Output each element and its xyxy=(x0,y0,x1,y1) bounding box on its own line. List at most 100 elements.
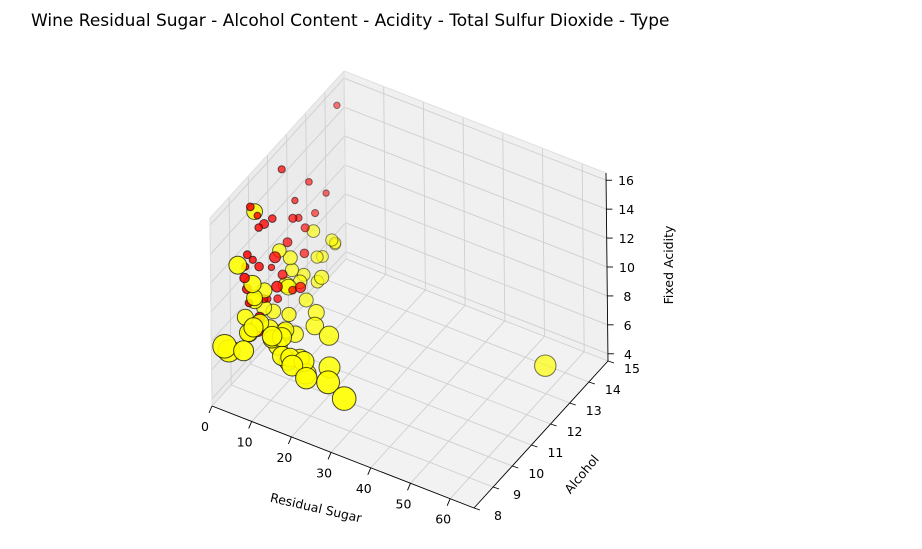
x-tick-label: 10 xyxy=(237,434,253,449)
data-point-red xyxy=(288,213,298,223)
data-point-red xyxy=(269,251,281,264)
y-tick-label: 10 xyxy=(528,466,544,481)
y-tick-label: 8 xyxy=(494,508,502,523)
data-point-yellow xyxy=(318,325,340,346)
y-tick-mark xyxy=(607,360,615,364)
data-point-red xyxy=(305,178,313,186)
y-tick-label: 15 xyxy=(624,361,640,376)
data-point-red xyxy=(254,261,264,272)
y-axis-line xyxy=(473,360,609,509)
x-grid-floor xyxy=(449,351,585,500)
data-point-red xyxy=(254,223,264,232)
z-tick-label: 8 xyxy=(623,289,631,304)
y-tick-mark xyxy=(473,507,481,511)
data-point-red xyxy=(277,165,286,174)
data-point-yellow xyxy=(282,250,298,266)
x-tick-mark xyxy=(327,452,332,460)
axis-lines xyxy=(208,70,615,511)
y-tick-mark xyxy=(569,402,576,406)
y-tick-mark xyxy=(493,486,500,490)
data-point-red xyxy=(294,281,307,294)
y-tick-label: 9 xyxy=(513,487,521,502)
data-point-red xyxy=(291,196,299,205)
x-tick-mark xyxy=(208,405,213,414)
y-tick-mark xyxy=(588,381,595,385)
data-point-red xyxy=(282,237,293,248)
pane-edge xyxy=(343,70,607,174)
pane-edge xyxy=(343,70,347,260)
z-grid-left xyxy=(210,106,345,255)
data-point-yellow xyxy=(261,325,283,347)
z-grid-back xyxy=(344,135,607,239)
data-point-red xyxy=(245,202,255,212)
z-grid-back xyxy=(344,164,608,268)
y-tick-label: 13 xyxy=(586,403,602,418)
x-axis-label: Residual Sugar xyxy=(269,490,364,526)
z-tick-label: 4 xyxy=(624,347,632,362)
data-point-yellow xyxy=(281,306,297,323)
data-point-yellow xyxy=(295,367,318,390)
y-tick-mark xyxy=(550,423,557,427)
x-tick-label: 50 xyxy=(396,496,412,511)
x-grid-floor xyxy=(291,289,426,438)
x-tick-label: 0 xyxy=(201,419,209,434)
data-point-red xyxy=(322,189,330,197)
x-grid-floor xyxy=(330,305,466,453)
chart-title: Wine Residual Sugar - Alcohol Content - … xyxy=(31,11,670,31)
data-point-yellow xyxy=(314,269,330,285)
z-grid-left xyxy=(209,77,345,226)
z-grid-back xyxy=(344,106,607,210)
data-point-red xyxy=(267,263,276,272)
z-tick-label: 14 xyxy=(618,202,634,217)
y-grid-floor xyxy=(307,300,570,404)
x-axis-line xyxy=(211,405,475,509)
y-grid-floor xyxy=(250,363,513,467)
z-grid-left xyxy=(210,164,346,313)
z-grid-left xyxy=(210,193,346,342)
data-point-red xyxy=(311,209,320,218)
y-axis-label: Alcohol xyxy=(561,452,602,497)
x-tick-mark xyxy=(287,436,292,445)
data-point-red xyxy=(253,211,262,220)
x-tick-label: 30 xyxy=(316,465,332,480)
data-point-yellow xyxy=(212,334,237,359)
data-point-red xyxy=(299,248,310,259)
z-tick-label: 6 xyxy=(624,318,632,333)
z-tick-label: 16 xyxy=(618,173,634,188)
x-tick-label: 40 xyxy=(356,481,372,496)
pane-edge xyxy=(209,70,345,219)
y-tick-mark xyxy=(531,444,538,448)
data-point-red xyxy=(300,223,310,233)
z-grid-back xyxy=(345,222,608,326)
data-point-yellow xyxy=(310,250,324,264)
data-point-yellow xyxy=(534,354,557,377)
data-point-red xyxy=(248,255,257,264)
x-grid-floor xyxy=(251,274,387,422)
y-grid-floor xyxy=(345,258,609,362)
data-point-yellow xyxy=(305,316,325,336)
z-grid-back xyxy=(343,77,607,181)
data-point-yellow xyxy=(316,370,341,395)
z-axis-label: Fixed Acidity xyxy=(661,225,676,304)
data-point-yellow xyxy=(331,386,357,411)
data-point-yellow xyxy=(243,317,264,338)
y-tick-label: 11 xyxy=(547,445,563,460)
data-point-red xyxy=(242,250,252,260)
data-point-yellow xyxy=(298,292,314,308)
y-grid-floor xyxy=(230,384,494,488)
x-tick-mark xyxy=(248,421,253,429)
data-point-red xyxy=(277,269,288,280)
z-grid-back xyxy=(345,193,608,297)
z-tick-label: 12 xyxy=(619,231,635,246)
data-point-red xyxy=(273,294,283,304)
x-grid-floor xyxy=(370,320,506,469)
x-tick-mark xyxy=(446,498,451,506)
data-point-yellow xyxy=(233,340,255,362)
data-point-red xyxy=(333,101,341,110)
pane-edge xyxy=(209,217,213,407)
y-tick-label: 12 xyxy=(567,424,583,439)
data-points xyxy=(212,101,557,411)
data-point-yellow xyxy=(325,233,339,247)
data-point-red xyxy=(271,280,283,293)
data-point-red xyxy=(239,272,250,284)
